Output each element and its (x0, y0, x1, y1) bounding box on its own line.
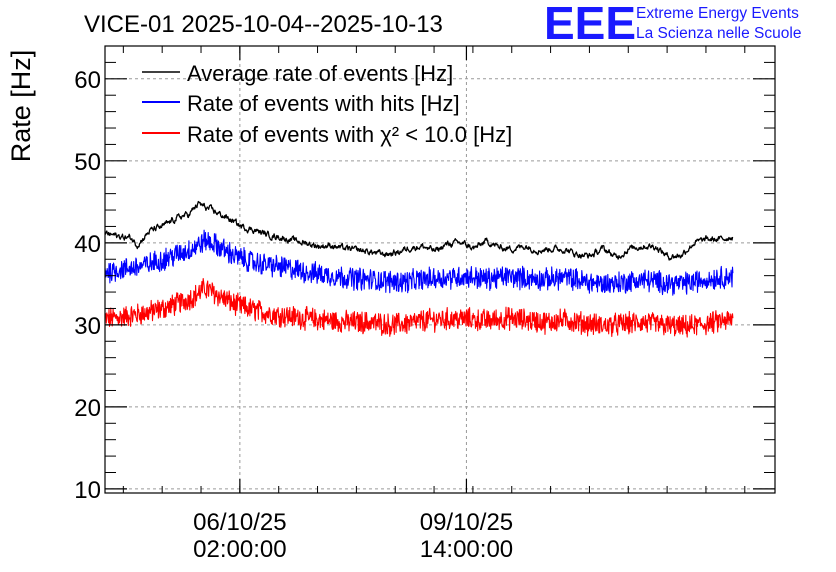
plot-frame (104, 45, 776, 494)
eee-logo-mark: EEE (544, 0, 637, 49)
series-line-1 (104, 229, 734, 296)
x-tick-label-date: 09/10/25 (420, 509, 513, 536)
series-line-0 (104, 200, 734, 261)
eee-logo: EEE Extreme Energy Events La Scienza nel… (544, 0, 834, 49)
series-line-2 (104, 278, 734, 338)
y-tick-label: 60 (74, 67, 101, 94)
y-tick-label: 40 (74, 231, 101, 258)
x-tick-label-date: 06/10/25 (193, 509, 286, 536)
x-tick-label-time: 14:00:00 (420, 536, 513, 563)
x-tick-label-time: 02:00:00 (193, 536, 286, 563)
chart-title: VICE-01 2025-10-04--2025-10-13 (84, 11, 443, 38)
y-tick-label: 20 (74, 395, 101, 422)
legend-label-2: Rate of events with χ² < 10.0 [Hz] (187, 122, 512, 147)
y-axis-label: Rate [Hz] (6, 50, 36, 163)
data-series-layer (104, 200, 734, 338)
logo-subtitle-line2: La Scienza nelle Scuole (636, 25, 802, 42)
y-tick-label: 30 (74, 313, 101, 340)
logo-subtitle-line1: Extreme Energy Events (636, 5, 799, 22)
legend-label-0: Average rate of events [Hz] (187, 61, 453, 86)
legend: Average rate of events [Hz] Rate of event… (142, 61, 512, 147)
y-tick-label: 10 (74, 477, 101, 504)
y-tick-label: 50 (74, 149, 101, 176)
legend-label-1: Rate of events with hits [Hz] (187, 91, 460, 116)
